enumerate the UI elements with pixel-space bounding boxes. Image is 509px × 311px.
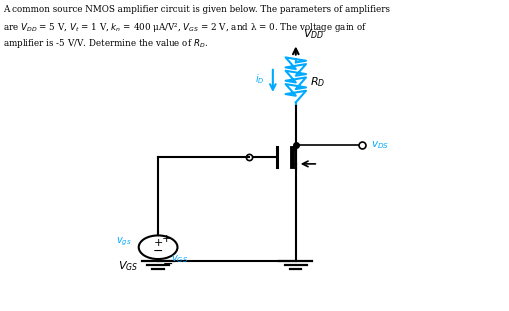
- Text: $i_D$: $i_D$: [254, 72, 264, 86]
- Text: $V_{DD}$: $V_{DD}$: [303, 27, 324, 41]
- Text: amplifier is -5 V/V. Determine the value of $R_D$.: amplifier is -5 V/V. Determine the value…: [3, 37, 207, 50]
- Text: −: −: [153, 245, 163, 258]
- Text: $v_{GS}$: $v_{GS}$: [171, 253, 188, 265]
- Text: −: −: [163, 258, 174, 271]
- Text: $V_{GS}$: $V_{GS}$: [118, 260, 138, 273]
- Text: $R_D$: $R_D$: [309, 76, 325, 89]
- Text: $v_{DS}$: $v_{DS}$: [371, 139, 389, 151]
- Text: are $V_{DD}$ = 5 V, $V_t$ = 1 V, $k_n$ = 400 μA/V², $V_{GS}$ = 2 V, and λ = 0. T: are $V_{DD}$ = 5 V, $V_t$ = 1 V, $k_n$ =…: [3, 21, 366, 34]
- Text: +: +: [162, 234, 171, 244]
- Text: $v_{gs}$: $v_{gs}$: [116, 235, 131, 248]
- Text: +: +: [153, 238, 162, 248]
- Text: A common source NMOS amplifier circuit is given below. The parameters of amplifi: A common source NMOS amplifier circuit i…: [3, 5, 389, 14]
